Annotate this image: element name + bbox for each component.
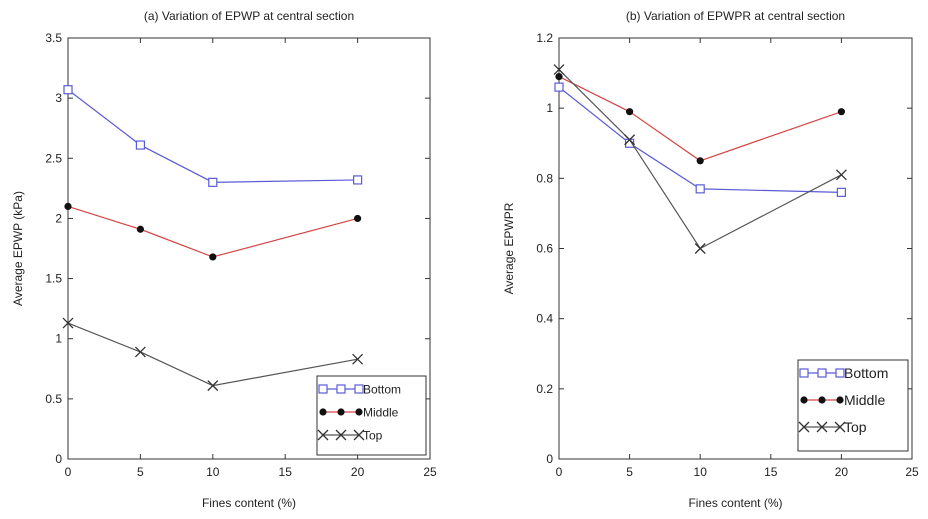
y-tick-label: 0.6 bbox=[536, 242, 553, 256]
legend-marker bbox=[318, 384, 328, 394]
x-tick-label: 10 bbox=[694, 465, 708, 479]
data-point-middle bbox=[837, 108, 846, 116]
x-tick-label: 15 bbox=[764, 465, 778, 479]
legend-label: Bottom bbox=[844, 365, 888, 381]
series-line-middle bbox=[67, 205, 358, 258]
x-tick-label: 0 bbox=[65, 465, 72, 479]
series-top bbox=[62, 317, 364, 392]
legend-label: Bottom bbox=[363, 382, 401, 396]
legend-marker bbox=[799, 368, 809, 378]
legend-marker bbox=[319, 408, 327, 416]
legend-marker bbox=[816, 421, 828, 433]
legend-marker bbox=[834, 421, 846, 433]
x-tick-label: 20 bbox=[835, 465, 849, 479]
y-tick-label: 1.5 bbox=[45, 272, 62, 286]
y-tick-label: 1.2 bbox=[536, 31, 553, 45]
x-tick-label: 15 bbox=[279, 465, 293, 479]
y-axis-label: Average EPWP (kPa) bbox=[11, 191, 25, 306]
data-point-bottom bbox=[135, 140, 145, 150]
legend-label: Middle bbox=[844, 392, 885, 408]
series-middle bbox=[64, 202, 362, 261]
data-point-middle bbox=[354, 214, 362, 223]
plot-frame bbox=[67, 37, 431, 460]
data-point-middle bbox=[136, 225, 144, 233]
y-axis-label: Average EPWPR bbox=[502, 202, 516, 294]
y-tick-label: 2.5 bbox=[45, 151, 62, 165]
y-tick-label: 0.4 bbox=[536, 312, 553, 326]
data-point-top bbox=[694, 243, 706, 254]
data-point-middle bbox=[209, 253, 217, 261]
legend-marker bbox=[353, 429, 365, 441]
legend-marker bbox=[836, 396, 844, 404]
legend-marker bbox=[336, 384, 346, 394]
y-tick-label: 3 bbox=[55, 91, 62, 105]
x-tick-label: 10 bbox=[206, 465, 220, 479]
series-line-bottom bbox=[67, 89, 358, 183]
data-point-bottom bbox=[208, 177, 218, 187]
legend-marker bbox=[355, 408, 363, 416]
data-point-bottom bbox=[836, 187, 847, 197]
x-tick-label: 0 bbox=[556, 465, 563, 479]
series-line-middle bbox=[558, 76, 842, 162]
data-point-top bbox=[553, 64, 565, 76]
series-line-top bbox=[558, 69, 842, 250]
data-point-top bbox=[835, 169, 847, 181]
legend-marker bbox=[818, 396, 826, 404]
series-bottom bbox=[63, 85, 363, 187]
y-tick-label: 0 bbox=[546, 452, 553, 466]
y-tick-label: 0.5 bbox=[45, 392, 62, 406]
legend-label: Top bbox=[844, 419, 867, 435]
y-tick-label: 1 bbox=[55, 332, 62, 346]
series-line-bottom bbox=[558, 86, 842, 193]
y-tick-label: 0.8 bbox=[536, 171, 553, 185]
data-point-bottom bbox=[353, 175, 363, 185]
series-bottom bbox=[554, 82, 847, 197]
chart-title: (a) Variation of EPWP at central section bbox=[144, 9, 354, 23]
chart-title: (b) Variation of EPWPR at central sectio… bbox=[626, 9, 845, 23]
x-tick-label: 25 bbox=[905, 465, 919, 479]
data-point-top bbox=[624, 134, 636, 146]
y-tick-label: 1 bbox=[546, 101, 553, 115]
legend-marker bbox=[798, 421, 810, 433]
y-tick-label: 2 bbox=[55, 211, 62, 225]
x-tick-label: 20 bbox=[351, 465, 365, 479]
x-tick-label: 25 bbox=[423, 465, 437, 479]
legend-marker bbox=[835, 368, 845, 378]
x-tick-label: 5 bbox=[626, 465, 633, 479]
x-axis-label: Fines content (%) bbox=[688, 496, 782, 510]
x-tick-label: 5 bbox=[137, 465, 144, 479]
data-point-middle bbox=[696, 157, 704, 165]
series-line-top bbox=[67, 322, 358, 387]
legend-marker bbox=[800, 396, 808, 404]
legend: Bottom Middle Top bbox=[316, 375, 427, 456]
legend-label: Top bbox=[363, 428, 383, 442]
y-tick-label: 0 bbox=[55, 452, 62, 466]
x-axis-label: Fines content (%) bbox=[202, 496, 296, 510]
data-point-top bbox=[207, 380, 219, 392]
legend: Bottom Middle Top bbox=[797, 359, 909, 452]
legend-marker bbox=[317, 429, 329, 441]
legend-marker bbox=[817, 368, 827, 378]
data-point-bottom bbox=[554, 82, 564, 92]
data-point-bottom bbox=[63, 85, 73, 95]
legend-marker bbox=[337, 408, 345, 416]
data-point-middle bbox=[626, 108, 634, 116]
legend-box bbox=[797, 359, 909, 452]
data-point-middle bbox=[64, 202, 72, 210]
data-point-top bbox=[62, 317, 74, 329]
legend-label: Middle bbox=[363, 405, 399, 419]
data-point-middle bbox=[555, 72, 563, 81]
data-point-top bbox=[352, 353, 364, 365]
data-point-top bbox=[134, 346, 146, 358]
data-point-bottom bbox=[695, 184, 705, 194]
y-tick-label: 0.2 bbox=[536, 382, 553, 396]
chart-panel-a: (a) Variation of EPWP at central section… bbox=[11, 9, 437, 510]
series-top bbox=[553, 64, 847, 254]
chart-panel-b: (b) Variation of EPWPR at central sectio… bbox=[502, 9, 919, 510]
legend-marker bbox=[354, 384, 364, 394]
y-tick-label: 3.5 bbox=[45, 31, 62, 45]
legend-marker bbox=[335, 429, 347, 441]
series-middle bbox=[555, 72, 846, 165]
